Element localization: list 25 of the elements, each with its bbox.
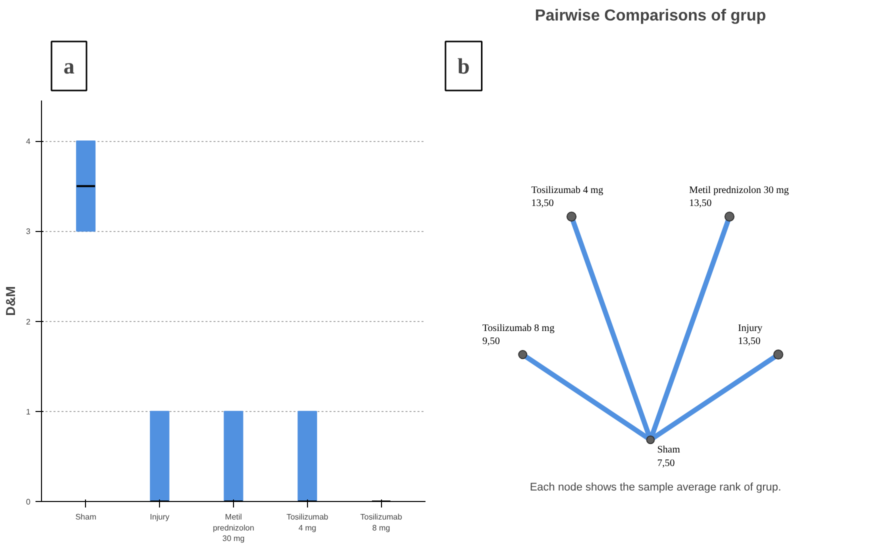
data-label: 13,50 [689,198,712,210]
x-tick-label: Tosilizumab 4 mg [286,512,329,532]
x-tick-label: Injury [150,512,170,522]
y-tick-label: 0 [26,498,32,506]
x-tick-label: Tosilizumab 8 mg [360,512,403,532]
x-tick-label: Sham [75,512,97,522]
y-tick-label: 3 [26,227,32,236]
category-label: Tosilizumab 8 mg [482,322,554,334]
category-label: Tosilizumab 4 mg [531,185,604,196]
category-label: Injury [738,322,762,334]
data-label: 9,50 [482,336,500,348]
category-label: Metil prednizolon 30 mg [689,185,789,196]
text: a [64,54,74,78]
x-tick-label: Metil prednizolon 30 mg [212,512,254,544]
data-label: 7,50 [657,458,675,469]
y-tick-label: 2 [26,317,32,326]
text: Pairwise Comparisons of grup [534,8,766,24]
text: b [458,54,470,78]
data-label: 13,50 [531,198,554,210]
y-tick-label: 4 [26,137,32,146]
y-axis-title: D&M [3,286,18,316]
data-label: 13,50 [738,336,760,348]
category-label: Sham [657,444,680,456]
text: Each node shows the sample average rank of grup. [530,482,782,494]
y-tick-label: 1 [26,407,32,416]
